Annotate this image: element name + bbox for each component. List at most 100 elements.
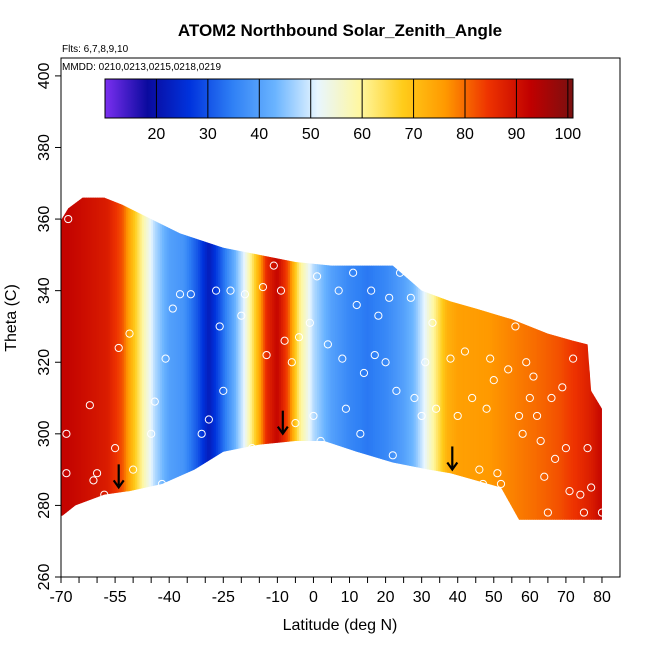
down-arrow-icon [276,410,289,436]
heatmap-cell [327,197,331,520]
x-tick-label: 20 [377,589,395,606]
heatmap-cell [104,197,107,520]
heatmap-cell [320,197,324,520]
y-tick-label: 380 [36,134,53,161]
sample-point [89,476,98,485]
x-tick-label: 30 [413,589,431,606]
sample-point [468,393,477,403]
heatmap-cell [180,197,183,520]
x-tick-label: 80 [593,589,611,606]
heatmap-cell [547,197,551,520]
heatmap-cell [439,197,443,520]
x-tick-label: 50 [485,589,503,606]
down-arrow-icon [112,464,125,490]
heatmap-cell [558,197,562,520]
heatmap-cell [176,197,179,520]
heatmap-cell [239,197,242,520]
heatmap-cell [255,197,259,520]
heatmap-cell [125,197,129,520]
sample-point [258,282,268,292]
heatmap-cell [515,197,518,520]
sample-point [522,358,531,367]
sample-point [525,393,534,403]
heatmap-cell [302,197,306,520]
heatmap-cell [300,197,304,520]
y-tick-label: 400 [36,62,53,89]
heatmap-cell [380,197,383,520]
colorbar: 20 30 40 50 60 70 80 90 100 [104,78,581,143]
heatmap-cell [454,197,457,520]
heatmap-cell [457,197,461,520]
heatmap-cell [533,197,536,520]
heatmap-cell [169,197,172,520]
heatmap-cell [565,197,569,520]
heatmap-cell [196,197,199,520]
heatmap-cell [333,197,336,520]
sample-point [215,322,224,331]
heatmap-cell [71,197,75,520]
plot-frame [60,57,621,578]
heatmap-cell [387,197,390,520]
sample-point [511,322,520,331]
heatmap-cell [192,197,196,520]
sample-point [204,415,213,424]
sample-point [561,444,571,453]
heatmap-cell [120,197,123,520]
heatmap-cell [158,197,161,520]
heatmap-cell [407,197,410,520]
sample-point [240,290,250,299]
heatmap-cell [564,197,567,520]
sample-point [58,515,67,524]
colorbar-tick-label: 20 [148,126,166,143]
heatmap-cell [293,197,297,520]
heatmap-cell [142,197,145,520]
heatmap-cell [295,197,298,520]
heatmap-cell [70,197,73,520]
heatmap-cell [79,197,82,520]
heatmap-cell [194,197,197,520]
heatmap-cell [549,197,553,520]
sample-point [410,393,419,403]
heatmap-cell [578,197,581,520]
heatmap-cell [282,197,286,520]
x-tick-label: -10 [266,589,289,606]
heatmap-cell [133,197,136,520]
heatmap-cell [436,197,439,520]
sample-point [226,286,235,295]
down-arrow-icon [446,446,459,472]
x-tick-label: -40 [158,589,181,606]
heatmap-cell [335,197,338,520]
heatmap-cell [84,197,87,520]
heatmap-cell [154,197,158,520]
heatmap-cell [405,197,408,520]
sample-point [125,329,134,338]
heatmap-cell [473,197,477,520]
heatmap-cell [403,197,407,520]
heatmap-cell [338,197,342,520]
sample-point [92,469,102,478]
heatmap-cell [313,197,316,520]
sample-point [478,479,488,489]
heatmap-cell [392,197,396,520]
heatmap-cell [455,197,459,520]
sample-point [338,354,347,363]
sample-point [62,469,71,478]
x-tick-label: 0 [309,589,318,606]
heatmap-cell [241,197,244,520]
colorbar-tick-label: 90 [508,126,526,143]
heatmap-cell [419,197,423,520]
heatmap-cell [551,197,554,520]
heatmap-cell [88,197,91,520]
sample-point [161,354,170,363]
heatmap-cell [562,197,565,520]
sample-point [374,311,383,320]
heatmap-cell [160,197,163,520]
heatmap-cell [369,197,372,520]
heatmap-cell [472,197,475,520]
heatmap-cell [217,197,221,520]
heatmap-cell [356,197,360,520]
heatmap-cell [401,197,405,520]
heatmap-cell [221,197,224,520]
heatmap-cell [488,197,491,520]
